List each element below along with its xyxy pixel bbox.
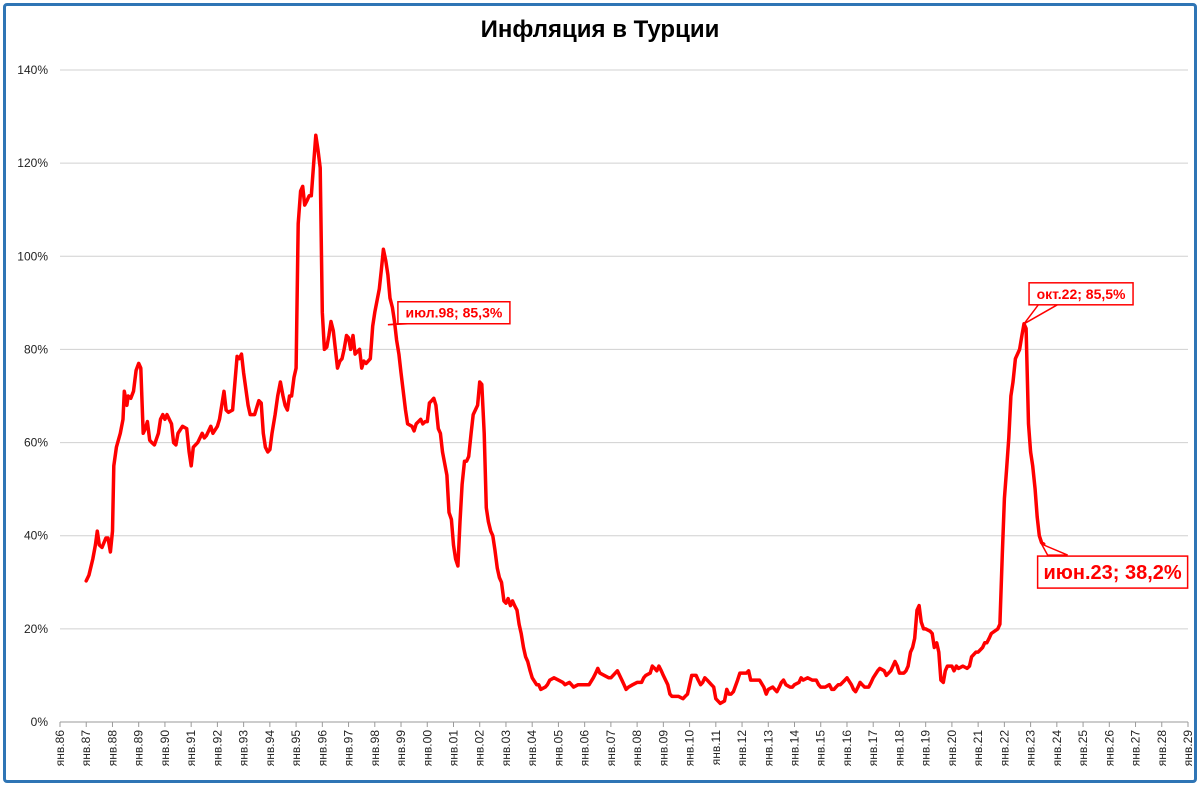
x-tick-label: янв.10 bbox=[683, 730, 697, 767]
x-tick-label: янв.25 bbox=[1076, 730, 1090, 767]
x-tick-label: янв.06 bbox=[578, 730, 592, 767]
x-tick-label: янв.29 bbox=[1181, 730, 1195, 767]
x-tick-label: янв.98 bbox=[368, 730, 382, 767]
y-tick-label: 140% bbox=[17, 63, 48, 77]
annotation-box bbox=[1036, 555, 1189, 589]
annotation-box bbox=[1028, 282, 1134, 306]
x-tick-label: янв.03 bbox=[499, 730, 513, 767]
y-tick-label: 0% bbox=[31, 715, 49, 729]
y-axis-ticks: 0% 20% 40% 60% 80% 100% 120% 140% bbox=[17, 63, 48, 729]
annotation-pointer bbox=[1039, 542, 1068, 556]
x-tick-label: янв.88 bbox=[105, 730, 119, 767]
chart-frame bbox=[3, 3, 1197, 783]
x-tick-label: янв.13 bbox=[761, 730, 775, 767]
x-tick-label: янв.92 bbox=[210, 730, 224, 767]
x-tick-label: янв.23 bbox=[1024, 730, 1038, 767]
y-tick-label: 80% bbox=[24, 342, 48, 356]
y-tick-label: 20% bbox=[24, 622, 48, 636]
x-tick-label: янв.02 bbox=[473, 730, 487, 767]
x-tick-label: янв.14 bbox=[788, 730, 802, 767]
annotation-label: июн.23; 38,2% bbox=[1044, 562, 1182, 584]
inflation-series-line bbox=[84, 133, 1046, 706]
y-tick-label: 100% bbox=[17, 249, 48, 263]
series-layer bbox=[84, 133, 1046, 706]
x-tick-label: янв.12 bbox=[735, 730, 749, 767]
x-tick-label: янв.96 bbox=[315, 730, 329, 767]
x-tick-label: янв.05 bbox=[551, 730, 565, 767]
x-tick-label: янв.24 bbox=[1050, 730, 1064, 767]
x-tick-label: янв.07 bbox=[604, 730, 618, 767]
x-tick-label: янв.86 bbox=[53, 730, 67, 767]
x-tick-label: янв.16 bbox=[840, 730, 854, 767]
x-tick-label: янв.94 bbox=[263, 730, 277, 767]
x-tick-label: янв.87 bbox=[79, 730, 93, 767]
x-tick-label: янв.93 bbox=[237, 730, 251, 767]
x-tick-label: янв.90 bbox=[158, 730, 172, 767]
x-tick-label: янв.28 bbox=[1155, 730, 1169, 767]
x-tick-label: янв.08 bbox=[630, 730, 644, 767]
x-tick-label: янв.21 bbox=[971, 730, 985, 767]
y-tick-label: 60% bbox=[24, 436, 48, 450]
x-tick-label: янв.20 bbox=[945, 730, 959, 767]
x-tick-label: янв.97 bbox=[342, 730, 356, 767]
x-tick-label: янв.22 bbox=[997, 730, 1011, 767]
annotation-label: июл.98; 85,3% bbox=[405, 305, 502, 321]
chart-title: Инфляция в Турции bbox=[480, 16, 720, 43]
annotations: июл.98; 85,3% окт.22; 85,5% июн.23; 38,2% bbox=[387, 282, 1189, 589]
x-tick-label: янв.19 bbox=[919, 730, 933, 767]
x-tick-label: янв.26 bbox=[1102, 730, 1116, 767]
x-tick-label: янв.04 bbox=[525, 730, 539, 767]
annotation-label: окт.22; 85,5% bbox=[1037, 286, 1126, 302]
annotation-pointer bbox=[1023, 303, 1062, 325]
x-tick-label: янв.00 bbox=[420, 730, 434, 767]
x-tick-label: янв.11 bbox=[709, 730, 723, 766]
x-tick-label: янв.99 bbox=[394, 730, 408, 767]
x-tick-label: янв.89 bbox=[132, 730, 146, 767]
x-tick-label: янв.95 bbox=[289, 730, 303, 767]
x-tick-label: янв.27 bbox=[1129, 730, 1143, 767]
x-tick-label: янв.09 bbox=[656, 730, 670, 767]
x-axis: янв.86 янв.87 янв.88 янв.89 янв.90 янв.91 янв.… bbox=[53, 722, 1195, 766]
y-tick-label: 120% bbox=[17, 156, 48, 170]
grid-lines bbox=[60, 69, 1188, 723]
x-tick-label: янв.17 bbox=[866, 730, 880, 767]
y-tick-label: 40% bbox=[24, 529, 48, 543]
x-tick-label: янв.15 bbox=[814, 730, 828, 767]
x-tick-label: янв.18 bbox=[892, 730, 906, 767]
x-tick-label: янв.91 bbox=[184, 730, 198, 767]
x-tick-label: янв.01 bbox=[446, 730, 460, 767]
annotation-box bbox=[397, 300, 511, 325]
